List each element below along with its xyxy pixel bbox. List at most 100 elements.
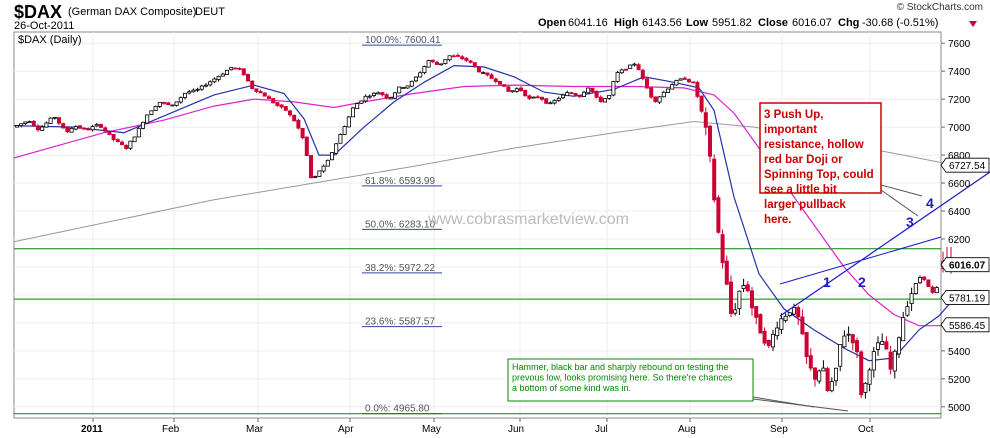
chart-date: 26-Oct-2011 <box>14 20 74 32</box>
candle-down <box>99 124 104 128</box>
candle-down <box>304 136 309 156</box>
candle-down <box>254 88 259 92</box>
chart-symbol: $DAX <box>14 2 62 22</box>
candle-up <box>409 80 414 87</box>
candle-down <box>926 279 931 287</box>
watermark: www.cobrasmarketview.com <box>427 211 629 228</box>
candle-down <box>279 104 284 108</box>
candle-down <box>712 158 717 201</box>
annotation-green-text: Hammer, black bar and sharply rebound on… <box>512 362 733 393</box>
candle-down <box>237 67 242 70</box>
candle-up <box>838 344 843 367</box>
candle-down <box>544 98 549 104</box>
candle-down <box>82 127 87 130</box>
candle-down <box>850 334 855 344</box>
candle-down <box>61 123 66 129</box>
candle-down <box>262 92 267 97</box>
candle-down <box>590 87 595 93</box>
candle-up <box>405 85 410 89</box>
candle-down <box>750 290 755 309</box>
candle-down <box>65 127 70 133</box>
candle-down <box>266 96 271 99</box>
candle-down <box>691 81 696 84</box>
candle-up <box>338 134 343 144</box>
candle-down <box>922 276 927 280</box>
candle-up <box>733 309 738 314</box>
fib-level-label: 100.0%: 7600.41 <box>365 35 441 46</box>
y-axis: 7600740072007000680066006400620060005800… <box>941 39 971 414</box>
candle-up <box>14 125 19 128</box>
candle-down <box>762 330 767 344</box>
annotation-line: prevous low, looks promising here. So th… <box>512 373 733 383</box>
candle-up <box>44 122 49 128</box>
wave-label-1: 1 <box>823 274 831 290</box>
chg-value: -30.68 (-0.51%) <box>862 17 938 29</box>
candle-up <box>909 293 914 305</box>
wave-label-4: 4 <box>926 195 934 211</box>
candle-down <box>569 92 574 95</box>
candle-up <box>846 333 851 336</box>
candle-down <box>57 117 62 124</box>
price-tag-label: 5781.19 <box>949 294 986 305</box>
fib-level-label: 0.0%: 4965.80 <box>365 404 430 415</box>
candle-down <box>624 68 629 71</box>
candle-up <box>565 92 570 97</box>
annotation-red-pointer <box>880 184 923 197</box>
candle-down <box>292 114 297 122</box>
candle-up <box>195 88 200 91</box>
candle-up <box>897 337 902 355</box>
candle-up <box>132 136 137 143</box>
y-tick-label: 6400 <box>948 207 971 218</box>
candle-up <box>674 80 679 86</box>
candle-down <box>540 96 545 100</box>
y-tick-label: 7200 <box>948 95 971 106</box>
candle-up <box>224 70 229 75</box>
candle-up <box>821 367 826 372</box>
support-trend-line <box>779 236 942 285</box>
candle-down <box>115 139 120 142</box>
candle-down <box>430 59 435 63</box>
candle-up <box>48 117 53 124</box>
x-tick-label: Aug <box>678 424 696 435</box>
candle-down <box>111 134 116 140</box>
candle-down <box>464 57 469 61</box>
price-tags: 6727.54 6016.07 5781.19 5586.45 <box>940 157 990 333</box>
candle-up <box>346 116 351 128</box>
candle-down <box>682 77 687 80</box>
candle-down <box>645 78 650 89</box>
candle-up <box>556 97 561 101</box>
resistance-trend-line <box>779 171 990 317</box>
low-value: 5951.82 <box>712 17 752 29</box>
y-tick-label: 5000 <box>948 403 971 414</box>
price-tag-box <box>940 317 990 333</box>
candle-down <box>166 102 171 106</box>
x-tick-label: Apr <box>338 424 354 435</box>
candle-down <box>729 281 734 314</box>
candle-down <box>86 128 91 131</box>
candle-up <box>447 55 452 61</box>
plot-area <box>13 31 942 419</box>
candle-up <box>174 101 179 106</box>
candle-up <box>775 327 780 337</box>
candle-up <box>615 72 620 82</box>
candle-down <box>598 96 603 103</box>
candle-up <box>94 124 99 127</box>
candle-up <box>510 90 515 93</box>
low-label: Low <box>686 17 708 29</box>
candle-up <box>481 72 486 74</box>
candle-up <box>191 89 196 93</box>
candle-up <box>548 102 553 105</box>
candle-down <box>497 80 502 85</box>
candle-up <box>552 99 557 104</box>
fibonacci-levels: 100.0%: 7600.41 61.8%: 6593.99 50.0%: 6283… <box>362 35 442 415</box>
candle-up <box>531 96 536 99</box>
candle-down <box>884 341 889 350</box>
candle-down <box>708 125 713 157</box>
candle-up <box>334 143 339 154</box>
candle-up <box>329 152 334 161</box>
candle-up <box>73 126 78 130</box>
candle-down <box>36 125 41 131</box>
y-tick-label: 5400 <box>948 347 971 358</box>
candle-up <box>363 95 368 102</box>
high-label: High <box>614 17 639 29</box>
